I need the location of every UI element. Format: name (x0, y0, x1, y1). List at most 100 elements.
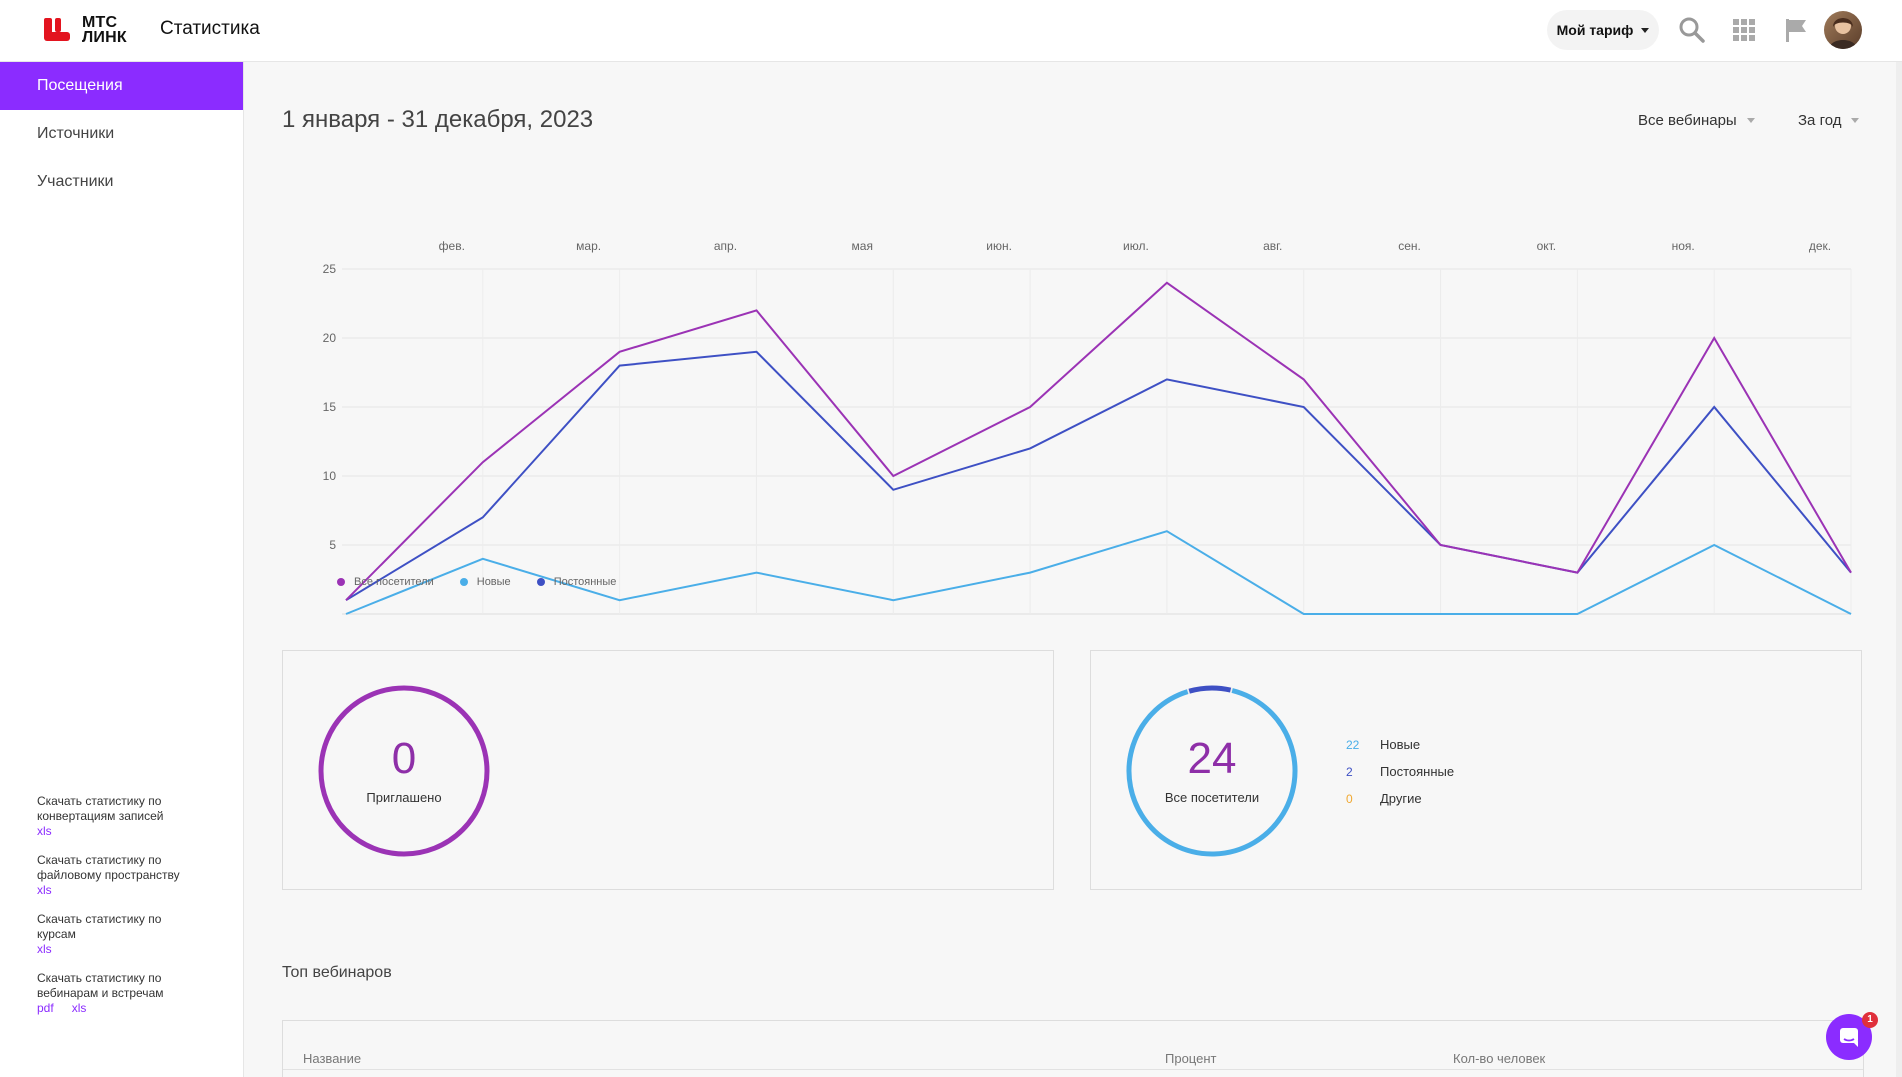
page-scrollbar[interactable] (1896, 62, 1902, 1077)
invited-ring: 0 Приглашено (317, 684, 491, 858)
download-xls-link[interactable]: xls (37, 883, 52, 897)
series-line-2 (345, 350, 1852, 602)
x-tick-label: июл. (1123, 239, 1149, 253)
x-tick-label: мая (852, 239, 873, 253)
invited-count: 0 (391, 734, 417, 783)
logo-text: МТС ЛИНК (82, 14, 127, 46)
visitors-card: 24 Все посетители 22 Новые 2 Постоянные … (1090, 650, 1862, 890)
y-tick-label: 10 (323, 469, 337, 483)
x-tick-label: июн. (986, 239, 1012, 253)
invited-label: Приглашено (366, 790, 442, 805)
column-header-count[interactable]: Кол-во человек (1453, 1051, 1546, 1066)
visitors-label: Все посетители (1164, 790, 1260, 805)
download-courses: Скачать статистику по курсам xls (37, 912, 187, 957)
x-tick-label: сен. (1398, 239, 1421, 253)
download-conversions: Скачать статистику по конвертациям запис… (37, 794, 187, 839)
y-tick-label: 5 (329, 538, 336, 552)
breakdown-num: 2 (1346, 764, 1353, 779)
download-text: Скачать статистику по вебинарам и встреч… (37, 971, 164, 1000)
download-xls-link[interactable]: xls (37, 824, 52, 838)
chart-legend: Все посетители Новые Постоянные (337, 576, 616, 588)
top-header: МТС ЛИНК Статистика Мой тариф (0, 0, 1902, 62)
period-filter-dropdown[interactable]: За год (1798, 112, 1860, 129)
logo-line-2: ЛИНК (82, 29, 127, 46)
chat-unread-badge: 1 (1862, 1012, 1878, 1028)
x-tick-label: авг. (1263, 239, 1282, 253)
logo-line-1: МТС (82, 14, 118, 31)
y-tick-label: 25 (323, 262, 337, 276)
search-icon[interactable] (1678, 16, 1706, 44)
chat-icon (1840, 1028, 1858, 1047)
downloads-list: Скачать статистику по конвертациям запис… (37, 794, 187, 1030)
download-text: Скачать статистику по конвертациям запис… (37, 794, 164, 823)
logo-mark-icon (42, 15, 72, 45)
legend-dot (337, 578, 345, 586)
sidebar: Посещения Источники Участники Скачать ст… (0, 62, 244, 1077)
sidebar-item-visits[interactable]: Посещения (0, 62, 243, 110)
legend-item-regular[interactable]: Постоянные (536, 576, 617, 588)
page-title: Статистика (160, 18, 260, 39)
breakdown-other: 0 Другие (1346, 785, 1454, 812)
x-tick-label: мар. (576, 239, 601, 253)
date-range-title: 1 января - 31 декабря, 2023 (282, 106, 594, 133)
series-line-0 (345, 281, 1852, 601)
breakdown-regular: 2 Постоянные (1346, 758, 1454, 785)
chevron-down-icon (1641, 27, 1650, 33)
tariff-label: Мой тариф (1556, 22, 1634, 38)
chevron-down-icon (1746, 118, 1755, 123)
ring-segment (1188, 685, 1232, 694)
download-webinars: Скачать статистику по вебинарам и встреч… (37, 971, 187, 1016)
download-xls-link[interactable]: xls (37, 942, 52, 956)
apps-grid-icon[interactable] (1730, 16, 1758, 44)
top-webinars-title: Топ вебинаров (282, 964, 392, 981)
webinars-filter-dropdown[interactable]: Все вебинары (1638, 112, 1755, 129)
top-webinars-table: Название Процент Кол-во человек (282, 1020, 1864, 1077)
y-tick-label: 20 (323, 331, 337, 345)
breakdown-label: Постоянные (1380, 764, 1455, 779)
download-text: Скачать статистику по файловому простран… (37, 853, 180, 882)
legend-label: Все посетители (354, 576, 434, 588)
period-filter-label: За год (1798, 112, 1842, 129)
legend-dot (459, 578, 468, 586)
breakdown-label: Новые (1380, 737, 1421, 752)
download-pdf-link[interactable]: pdf (37, 1001, 54, 1015)
download-file-space: Скачать статистику по файловому простран… (37, 853, 187, 898)
visitors-ring: 24 Все посетители (1125, 684, 1299, 858)
flag-icon[interactable] (1782, 16, 1810, 44)
breakdown-new: 22 Новые (1346, 731, 1454, 758)
user-avatar[interactable] (1824, 11, 1862, 49)
sidebar-item-sources[interactable]: Источники (0, 110, 243, 158)
invited-card: 0 Приглашено (282, 650, 1054, 890)
my-tariff-button[interactable]: Мой тариф (1547, 10, 1659, 50)
y-tick-label: 15 (323, 400, 337, 414)
legend-item-new[interactable]: Новые (459, 576, 511, 588)
visitors-breakdown: 22 Новые 2 Постоянные 0 Другие (1346, 731, 1454, 812)
download-text: Скачать статистику по курсам (37, 912, 162, 941)
legend-item-all[interactable]: Все посетители (337, 576, 434, 588)
x-tick-label: дек. (1809, 239, 1831, 253)
column-header-name[interactable]: Название (303, 1051, 362, 1066)
visitors-count: 24 (1187, 734, 1237, 783)
sidebar-item-participants[interactable]: Участники (0, 158, 243, 206)
legend-label: Новые (476, 576, 511, 588)
x-tick-label: ноя. (1672, 239, 1695, 253)
webinars-filter-label: Все вебинары (1638, 112, 1737, 129)
sidebar-item-label: Посещения (37, 77, 123, 94)
breakdown-num: 0 (1346, 791, 1353, 806)
breakdown-num: 22 (1346, 737, 1360, 752)
breakdown-label: Другие (1380, 791, 1422, 806)
x-tick-label: фев. (439, 239, 465, 253)
mts-link-logo[interactable]: МТС ЛИНК (42, 14, 127, 46)
sidebar-item-label: Участники (37, 173, 114, 190)
main-content: 1 января - 31 декабря, 2023 Все вебинары… (244, 62, 1902, 1077)
chevron-down-icon (1851, 118, 1860, 123)
legend-label: Постоянные (553, 576, 617, 588)
sidebar-item-label: Источники (37, 125, 115, 142)
x-tick-label: апр. (714, 239, 737, 253)
download-xls-link[interactable]: xls (71, 1001, 87, 1015)
table-divider (283, 1069, 1863, 1070)
column-header-percent[interactable]: Процент (1165, 1051, 1217, 1066)
ring-segment (1126, 688, 1298, 857)
series-line-1 (345, 530, 1852, 615)
x-tick-label: окт. (1537, 239, 1557, 253)
